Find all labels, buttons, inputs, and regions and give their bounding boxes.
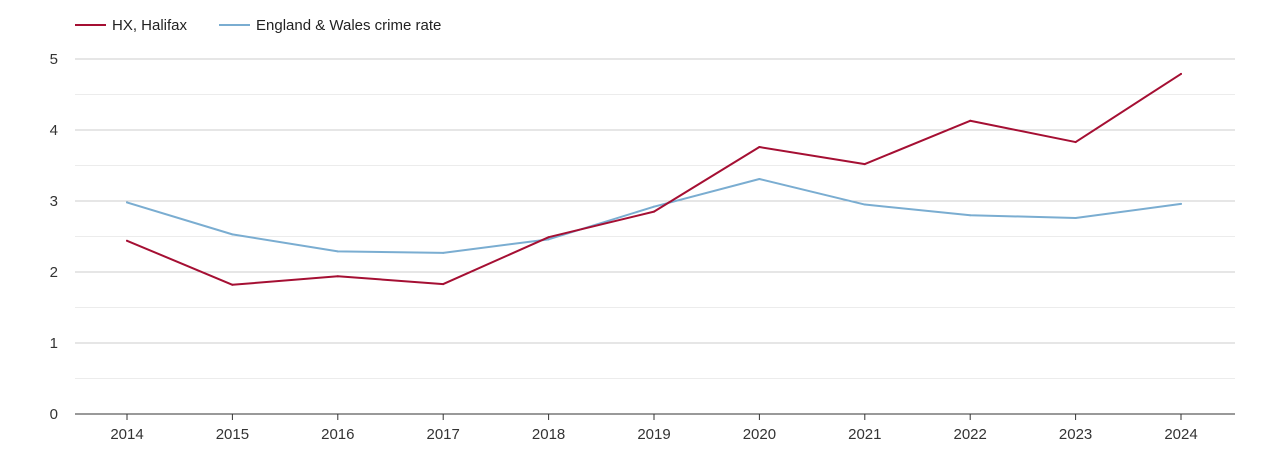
data-point-england-wales-crime-rate-2022 [969, 214, 972, 217]
legend-label-england-wales: England & Wales crime rate [256, 17, 441, 34]
y-tick-label: 2 [50, 264, 58, 281]
x-tick-label: 2018 [532, 426, 565, 443]
data-point-england-wales-crime-rate-2019 [653, 205, 655, 208]
series-hx-halifax [126, 72, 1182, 286]
data-point-hx-halifax-2022 [969, 119, 972, 122]
x-tick-label: 2020 [743, 426, 776, 443]
y-tick-label: 1 [50, 335, 58, 352]
data-point-england-wales-crime-rate-2016 [336, 250, 339, 253]
legend-item-hx-halifax[interactable]: HX, Halifax [75, 17, 188, 34]
x-tick-label: 2024 [1164, 426, 1197, 443]
data-point-england-wales-crime-rate-2015 [231, 233, 234, 236]
data-point-england-wales-crime-rate-2020 [758, 177, 761, 180]
x-tick-label: 2015 [216, 426, 249, 443]
legend-item-england-wales[interactable]: England & Wales crime rate [219, 17, 441, 34]
axes: 0 1 2 3 4 5 2014 2015 2016 2017 2018 2019 2020 2021 20… [50, 51, 1235, 443]
x-tick-label: 2016 [321, 426, 354, 443]
data-point-hx-halifax-2017 [442, 283, 445, 286]
data-point-hx-halifax-2016 [336, 275, 339, 278]
gridlines [75, 58, 1235, 379]
series-line-england-wales-crime-rate [126, 177, 1182, 254]
data-point-england-wales-crime-rate-2014 [126, 201, 128, 204]
data-point-hx-halifax-2018 [547, 236, 550, 239]
data-point-hx-halifax-2021 [863, 163, 866, 166]
legend: HX, Halifax England & Wales crime rate [75, 17, 441, 34]
data-point-england-wales-crime-rate-2017 [442, 251, 445, 254]
data-point-england-wales-crime-rate-2021 [863, 203, 866, 206]
data-point-hx-halifax-2020 [758, 146, 761, 149]
data-point-england-wales-crime-rate-2023 [1074, 217, 1077, 220]
data-point-hx-halifax-2014 [126, 239, 128, 242]
data-point-hx-halifax-2024 [1180, 72, 1182, 75]
data-point-hx-halifax-2015 [231, 283, 234, 286]
y-tick-label: 3 [50, 193, 58, 210]
series-line-hx-halifax [126, 72, 1182, 286]
x-tick-label: 2021 [848, 426, 881, 443]
x-tick-label: 2022 [954, 426, 987, 443]
series-england-wales-crime-rate [126, 177, 1182, 254]
x-tick-label: 2017 [427, 426, 460, 443]
x-tick-label: 2014 [110, 426, 143, 443]
y-tick-label: 0 [50, 406, 58, 423]
data-point-hx-halifax-2023 [1074, 141, 1077, 144]
data-point-england-wales-crime-rate-2018 [547, 238, 550, 241]
x-tick-label: 2023 [1059, 426, 1092, 443]
legend-label-hx-halifax: HX, Halifax [112, 17, 188, 34]
data-point-england-wales-crime-rate-2024 [1180, 202, 1182, 205]
y-tick-label: 5 [50, 51, 58, 68]
series-lines [126, 72, 1182, 286]
data-point-hx-halifax-2019 [653, 210, 655, 213]
y-tick-label: 4 [50, 122, 58, 139]
x-tick-label: 2019 [637, 426, 670, 443]
